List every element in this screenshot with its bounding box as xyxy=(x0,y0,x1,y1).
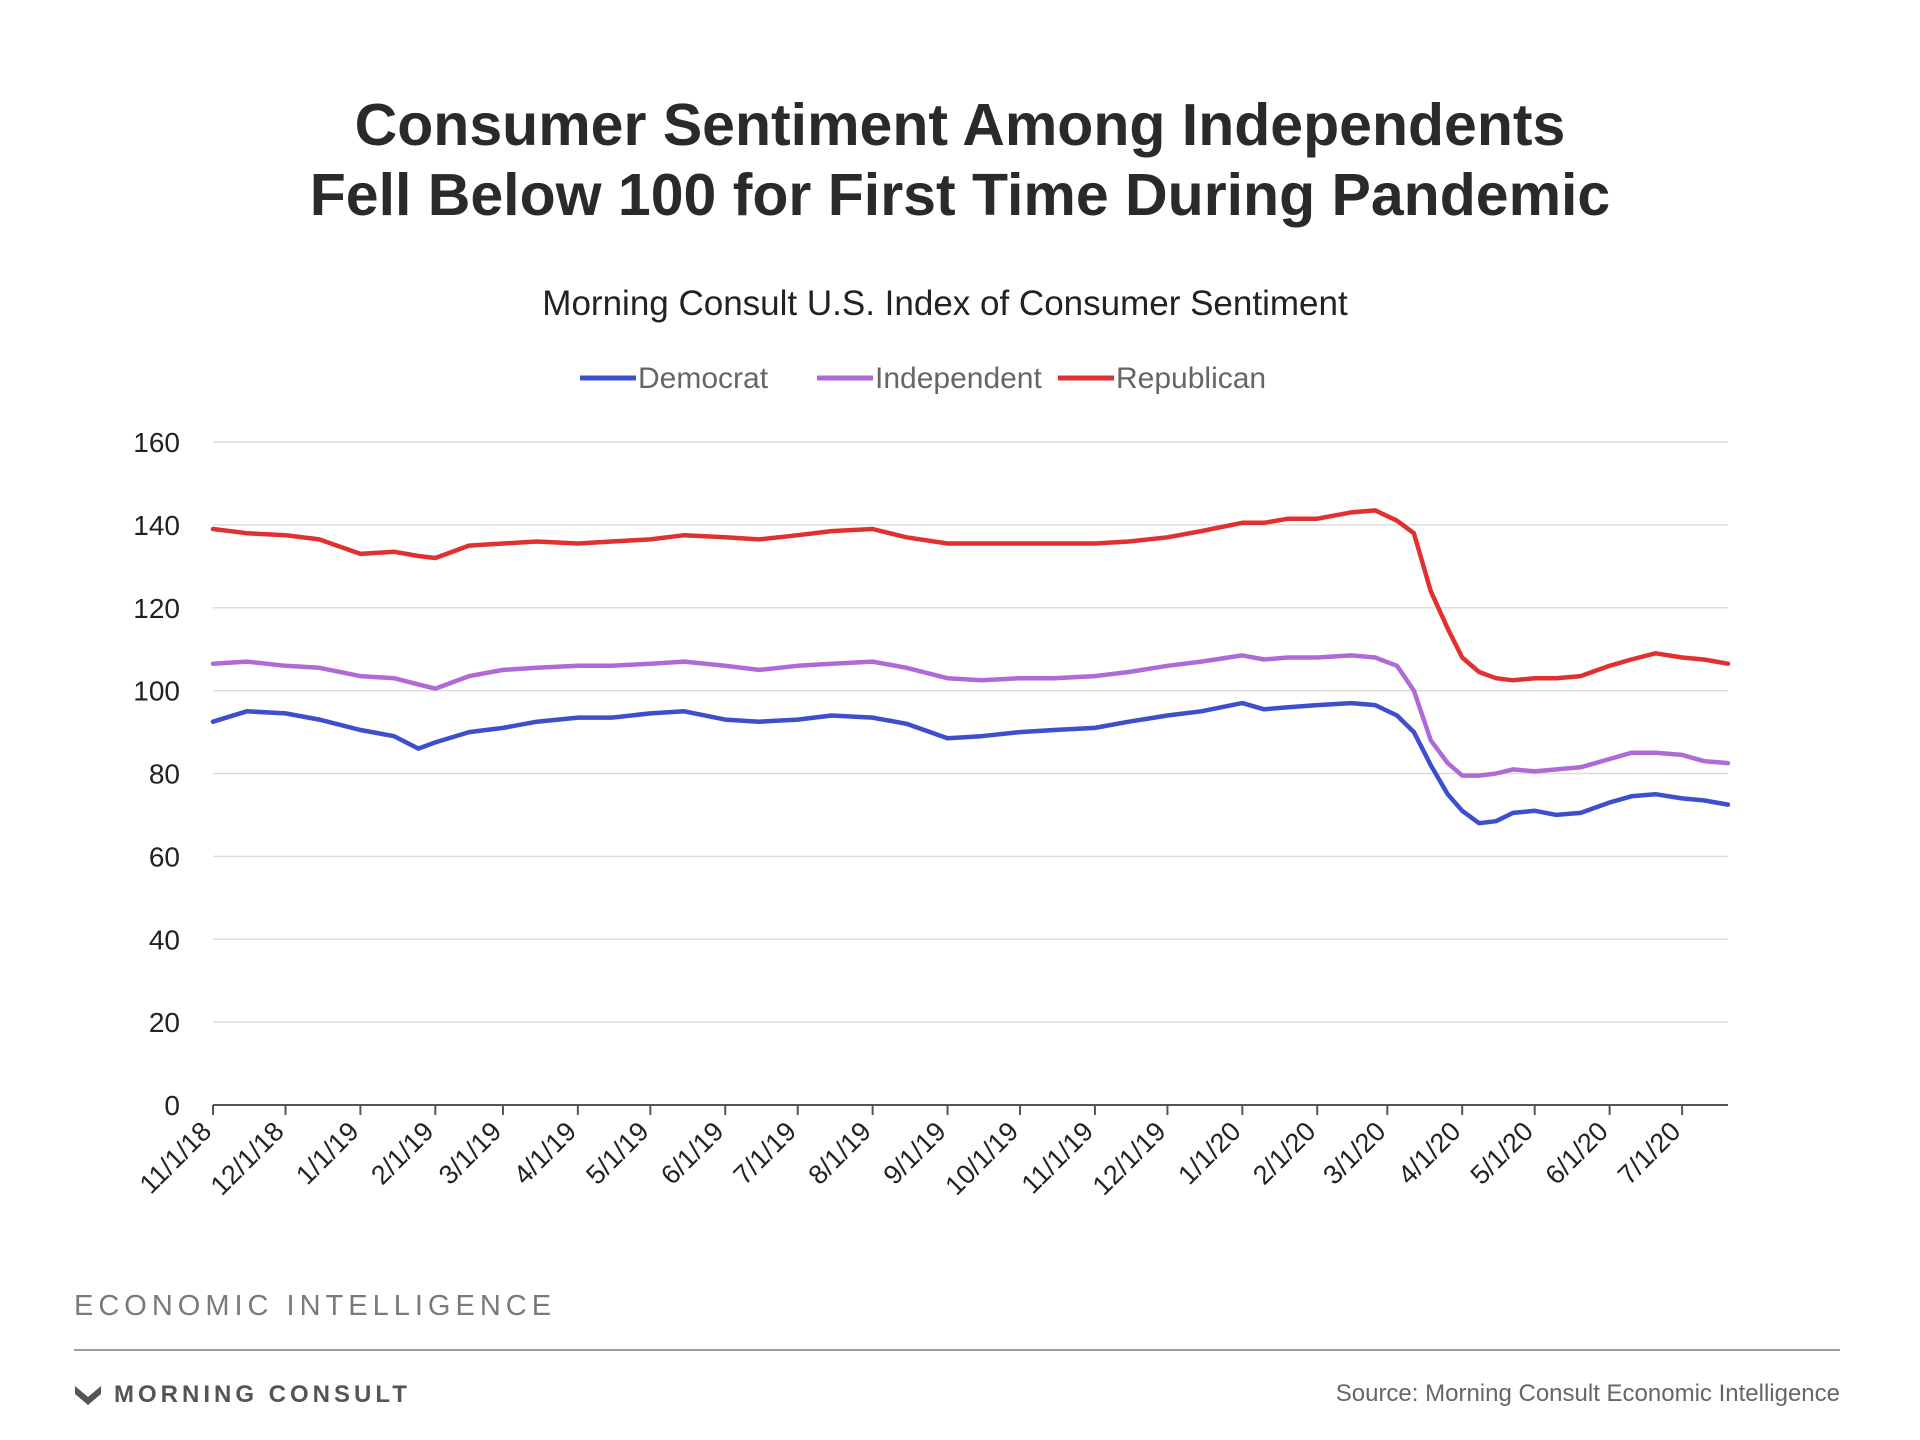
y-tick-label: 80 xyxy=(149,759,180,790)
x-tick-label: 10/1/19 xyxy=(939,1116,1024,1201)
chart-subtitle: Morning Consult U.S. Index of Consumer S… xyxy=(542,284,1348,323)
chart-title: Consumer Sentiment Among Independents Fe… xyxy=(0,90,1920,230)
y-tick-label: 160 xyxy=(133,427,180,458)
x-tick-label: 4/1/20 xyxy=(1392,1116,1466,1190)
x-tick-label: 1/1/20 xyxy=(1172,1116,1246,1190)
line-chart: Democrat Independent Republican 0 20 40 60 80 1… xyxy=(133,362,1731,1201)
y-tick-label: 120 xyxy=(133,593,180,624)
chart-series xyxy=(210,508,1731,826)
series-line-independent xyxy=(210,653,1731,778)
y-tick-label: 20 xyxy=(149,1007,180,1038)
y-tick-label: 140 xyxy=(133,510,180,541)
footer-divider xyxy=(74,1349,1840,1351)
chart-legend: Democrat Independent Republican xyxy=(580,362,1266,395)
x-tick-label: 11/1/18 xyxy=(134,1116,218,1200)
x-tick-label: 8/1/19 xyxy=(803,1116,877,1190)
morning-consult-logo: MORNING CONSULT xyxy=(74,1378,411,1412)
x-tick-label: 12/1/18 xyxy=(205,1116,290,1201)
x-tick-label: 7/1/19 xyxy=(728,1116,802,1190)
x-tick-label: 6/1/19 xyxy=(655,1116,729,1190)
chart-title-line-1: Consumer Sentiment Among Independents xyxy=(354,92,1566,158)
x-tick-label: 4/1/19 xyxy=(508,1116,582,1190)
chevron-logo-icon xyxy=(75,1386,101,1405)
x-tick-label: 12/1/19 xyxy=(1087,1116,1172,1201)
x-tick-label: 5/1/19 xyxy=(580,1116,654,1190)
x-tick-label: 3/1/20 xyxy=(1317,1116,1391,1190)
series-line-democrat xyxy=(210,700,1731,826)
x-tick-label: 7/1/20 xyxy=(1612,1116,1686,1190)
x-tick-label: 1/1/19 xyxy=(290,1116,364,1190)
legend-label-republican: Republican xyxy=(1116,362,1266,395)
y-tick-label: 60 xyxy=(149,841,180,872)
y-tick-label: 0 xyxy=(164,1090,180,1121)
x-tick-label: 6/1/20 xyxy=(1540,1116,1614,1190)
x-tick-label: 3/1/19 xyxy=(433,1116,507,1190)
series-line-republican xyxy=(210,508,1731,683)
x-tick-label: 2/1/20 xyxy=(1247,1116,1321,1190)
y-tick-label: 40 xyxy=(149,924,180,955)
economic-intelligence-label: ECONOMIC INTELLIGENCE xyxy=(74,1290,557,1322)
legend-label-independent: Independent xyxy=(875,362,1042,395)
y-tick-label: 100 xyxy=(133,676,180,707)
x-tick-label: 2/1/19 xyxy=(365,1116,439,1190)
x-tick-label: 11/1/19 xyxy=(1016,1116,1100,1200)
x-tick-label: 5/1/20 xyxy=(1465,1116,1539,1190)
y-axis: 0 20 40 60 80 100 120 140 160 xyxy=(133,427,180,1121)
legend-label-democrat: Democrat xyxy=(638,362,769,395)
source-note: Source: Morning Consult Economic Intelli… xyxy=(1335,1380,1840,1407)
logo-text: MORNING CONSULT xyxy=(114,1381,411,1408)
chart-title-line-2: Fell Below 100 for First Time During Pan… xyxy=(309,162,1611,228)
